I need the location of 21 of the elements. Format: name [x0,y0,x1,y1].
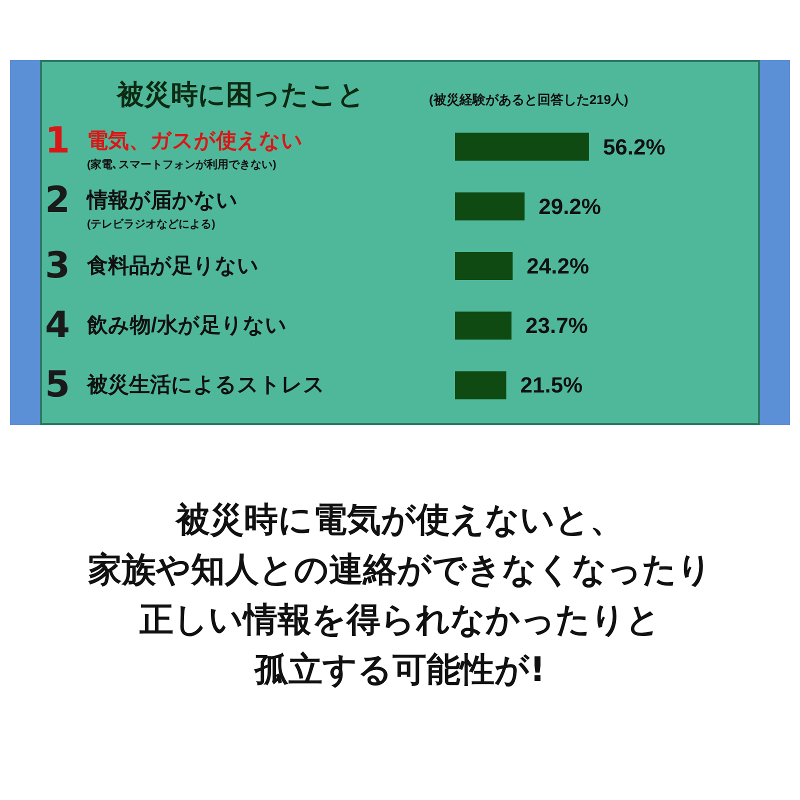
text: 正しい情報を得られなかったりと [138,599,662,642]
text: 被災時に電気が使えないと、 [174,499,625,542]
y-tick-label: 4 飲み物/水が足りない [45,305,287,346]
bar [455,252,513,280]
text: 孤立する可能性が! [253,649,546,692]
chart-subtitle: (被災経験があると回答した219人) [429,92,628,107]
data-label: 56.2% [602,134,666,160]
bar [455,132,589,161]
text: 家族や知人との連絡ができなくなったり [87,549,713,592]
y-tick-label: 5 被災生活によるストレス [45,364,325,406]
y-tick-label: 2 情報が届かない (テレビラジオなどによる) [45,180,238,230]
y-tick-label: 3 食料品が足りない [45,246,259,286]
bar [455,312,512,340]
data-label: 23.7% [525,313,588,338]
data-label: 24.2% [526,254,590,278]
chart-title: 被災時に困ったこと [116,80,365,110]
bar [455,192,525,220]
y-tick-label: 1 電気、ガスが使えない (家電､スマートフォンが利用できない) [45,120,303,171]
data-label: 29.2% [538,194,601,219]
bar [455,371,506,400]
data-label: 21.5% [520,372,583,398]
